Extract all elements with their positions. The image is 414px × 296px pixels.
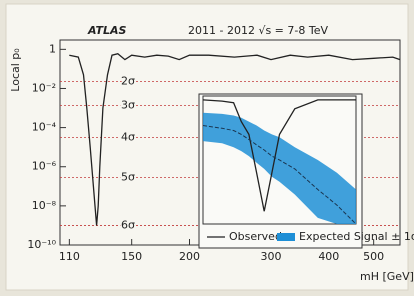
y-tick-label: 10⁻⁶ bbox=[32, 160, 57, 173]
sigma-label: 6σ bbox=[121, 219, 135, 232]
x-tick-label: 150 bbox=[121, 250, 142, 263]
page: ATLAS 2011 - 2012 √s = 7-8 TeV mH [GeV] Loc… bbox=[0, 0, 414, 296]
y-tick-label: 10⁻² bbox=[32, 81, 56, 94]
legend-swatch bbox=[277, 233, 295, 241]
x-axis-label: mH [GeV] bbox=[360, 270, 414, 283]
x-tick-label: 300 bbox=[260, 250, 281, 263]
chart-title: ATLAS bbox=[87, 24, 126, 37]
chart: ATLAS 2011 - 2012 √s = 7-8 TeV mH [GeV] Loc… bbox=[0, 0, 414, 296]
x-tick-label: 500 bbox=[363, 250, 384, 263]
y-axis-label: Local p₀ bbox=[9, 48, 22, 92]
x-tick-label: 200 bbox=[179, 250, 200, 263]
x-tick-label: 110 bbox=[59, 250, 80, 263]
sigma-label: 2σ bbox=[121, 74, 135, 87]
y-tick-label: 10⁻⁸ bbox=[32, 199, 57, 212]
x-tick-label: 400 bbox=[318, 250, 339, 263]
sigma-label: 4σ bbox=[121, 130, 135, 143]
legend-label: Observed bbox=[229, 230, 282, 243]
y-tick-label: 10⁻¹⁰ bbox=[27, 238, 56, 251]
sigma-label: 5σ bbox=[121, 170, 135, 183]
y-tick-label: 1 bbox=[49, 42, 56, 55]
y-tick-label: 10⁻⁴ bbox=[32, 121, 57, 134]
sigma-label: 3σ bbox=[121, 98, 135, 111]
chart-subtitle: 2011 - 2012 √s = 7-8 TeV bbox=[188, 24, 328, 37]
legend-label: Expected Signal ± 1σ bbox=[299, 230, 414, 243]
